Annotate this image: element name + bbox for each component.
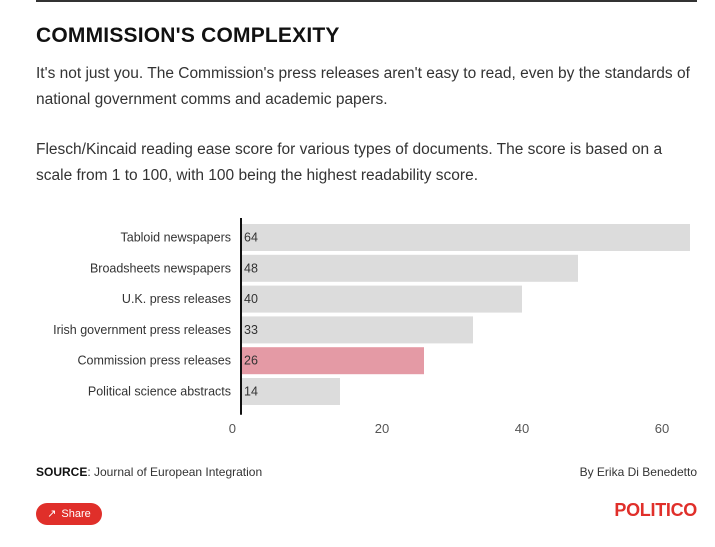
share-label: Share: [61, 508, 91, 520]
value-label: 26: [244, 354, 258, 368]
x-tick-label: 20: [375, 421, 389, 436]
category-label: Tabloid newspapers: [121, 231, 232, 245]
category-label: Irish government press releases: [53, 323, 231, 337]
bar: [242, 316, 473, 344]
category-label: Commission press releases: [77, 354, 231, 368]
category-label: U.K. press releases: [122, 292, 231, 306]
intro-text: It's not just you. The Commission's pres…: [36, 65, 690, 108]
category-label: Political science abstracts: [88, 385, 231, 399]
bar: [242, 347, 424, 375]
politico-logo: POLITICO: [614, 500, 697, 520]
bar: [242, 378, 340, 405]
bar: [242, 224, 690, 251]
value-label: 64: [244, 231, 258, 245]
byline: By Erika Di Benedetto: [579, 465, 697, 479]
share-icon: ↗: [47, 507, 57, 520]
bar-chart: Tabloid newspapers 64 Broadsheets newspape…: [53, 218, 690, 436]
source-label: SOURCE: [36, 465, 88, 479]
value-label: 33: [244, 323, 258, 337]
value-label: 40: [244, 292, 258, 306]
x-tick-label: 60: [655, 421, 669, 436]
x-tick-label: 0: [229, 421, 236, 436]
bar: [242, 254, 578, 282]
top-rule: [36, 0, 697, 2]
bar: [242, 285, 522, 313]
chart-title: COMMISSION'S COMPLEXITY: [36, 24, 340, 47]
value-label: 48: [244, 261, 258, 275]
category-label: Broadsheets newspapers: [90, 261, 231, 275]
source-note: SOURCE: Journal of European Integration: [36, 465, 262, 479]
value-label: 14: [244, 385, 258, 399]
share-button[interactable]: ↗ Share: [36, 503, 102, 525]
x-tick-label: 40: [515, 421, 529, 436]
chart-description: Flesch/Kincaid reading ease score for va…: [36, 141, 663, 184]
source-text: : Journal of European Integration: [87, 465, 263, 479]
